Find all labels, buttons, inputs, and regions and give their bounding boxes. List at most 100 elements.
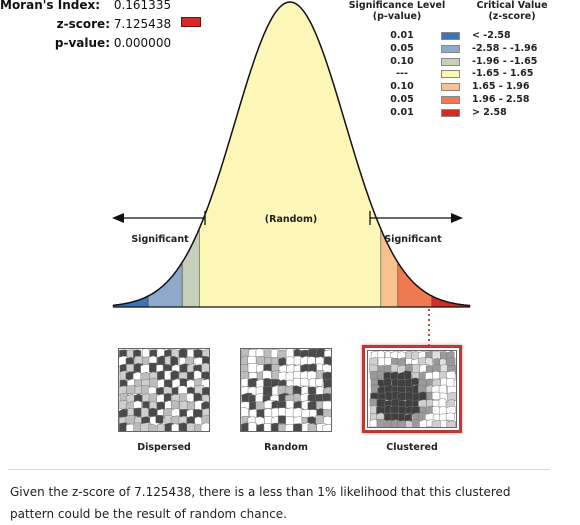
dispersed-pattern-map — [118, 348, 210, 432]
map-region — [405, 363, 413, 373]
legend-color-swatch — [441, 83, 460, 92]
legend-crit-header: Critical Value (z-score) — [472, 0, 552, 22]
legend-row: 0.05 1.96 - 2.58 — [332, 94, 572, 108]
normal-distribution-curve: (Random) Significant Significant — [112, 1, 471, 345]
map-region — [292, 407, 303, 419]
p-value-row: p-value: 0.000000 — [0, 36, 171, 50]
map-region — [201, 401, 209, 410]
map-region — [247, 377, 258, 388]
map-region — [149, 377, 159, 388]
legend-p-value: 0.05 — [390, 94, 414, 105]
legend-z-range: 1.65 - 1.96 — [472, 81, 530, 93]
map-region — [377, 357, 386, 367]
map-region — [307, 423, 317, 431]
legend-z-range: 1.96 - 2.58 — [472, 94, 530, 105]
legend-z-range: -2.58 - -1.96 — [472, 42, 538, 54]
right-significant-label: Significant — [384, 234, 442, 245]
legend-row: 0.05 -2.58 - -1.96 — [332, 43, 572, 57]
map-region — [125, 414, 136, 424]
legend-row: 0.01 < -2.58 — [332, 30, 572, 44]
map-region — [148, 423, 157, 431]
map-region — [119, 422, 128, 431]
map-region — [171, 423, 182, 431]
map-region — [133, 422, 143, 431]
left-arrow-icon — [112, 213, 124, 223]
map-region — [201, 362, 209, 373]
legend-z-range: -1.65 - 1.65 — [472, 68, 534, 80]
z-score-label: z-score: — [56, 17, 110, 31]
legend-color-swatch — [441, 44, 460, 53]
legend-sig-header-line2: (p-value) — [372, 11, 422, 22]
map-region — [170, 400, 180, 410]
legend-p-value: 0.10 — [390, 81, 414, 93]
legend-color-swatch — [441, 32, 460, 40]
map-region — [186, 379, 196, 389]
z-score-color-swatch — [180, 17, 201, 27]
map-region — [322, 400, 331, 411]
map-region — [141, 349, 151, 359]
legend-p-value: --- — [396, 68, 408, 80]
legend-row: --- -1.65 - 1.65 — [332, 68, 572, 82]
clustered-selected-frame — [362, 345, 462, 433]
map-region — [322, 423, 331, 431]
map-region — [446, 420, 456, 427]
morans-index-row: Moran's Index: 0.161335 — [0, 0, 171, 12]
legend-color-swatch — [441, 96, 460, 104]
map-region — [419, 419, 429, 427]
map-region — [405, 420, 414, 427]
map-region — [445, 412, 455, 421]
legend-p-value: 0.01 — [390, 30, 414, 41]
map-region — [300, 377, 310, 387]
map-region — [438, 398, 447, 408]
map-region — [384, 391, 394, 401]
legend-row: 0.01 > 2.58 — [332, 107, 572, 121]
map-region — [431, 419, 441, 427]
map-region — [119, 400, 128, 410]
legend-p-value: 0.05 — [390, 42, 414, 54]
map-region — [293, 423, 304, 431]
p-value-value: 0.000000 — [113, 36, 172, 50]
clustered-label: Clustered — [386, 442, 438, 453]
legend-sig-header: Significance Level (p-value) — [342, 0, 452, 22]
map-region — [248, 422, 257, 431]
map-region — [418, 399, 427, 408]
random-label: (Random) — [265, 214, 317, 225]
p-value-label: p-value: — [54, 36, 110, 50]
legend-z-range: < -2.58 — [472, 30, 511, 41]
legend-color-swatch — [441, 57, 460, 66]
curve-band — [199, 1, 382, 308]
morans-index-label: Moran's Index: — [0, 0, 101, 12]
map-region — [155, 414, 164, 424]
morans-index-value: 0.161335 — [113, 0, 172, 12]
map-region — [412, 419, 421, 427]
map-region — [284, 423, 294, 431]
z-score-row: z-score: 7.125438 — [0, 17, 201, 31]
map-region — [126, 385, 136, 395]
map-region — [140, 422, 151, 431]
z-score-value: 7.125438 — [113, 17, 172, 31]
curve-outline — [112, 1, 471, 307]
map-region — [157, 423, 166, 431]
left-significant-label: Significant — [131, 234, 189, 245]
legend-z-range: > 2.58 — [472, 106, 507, 118]
map-region — [412, 363, 421, 374]
map-region — [133, 400, 142, 409]
legend-color-swatch — [441, 70, 460, 79]
map-region — [200, 422, 209, 431]
map-region — [390, 351, 399, 359]
clustered-pattern-map — [367, 350, 457, 428]
map-region — [315, 378, 324, 387]
legend-color-swatch — [441, 108, 460, 117]
separator — [8, 469, 550, 470]
random-pattern-map — [240, 348, 332, 432]
map-region — [446, 405, 456, 415]
conclusion-text: Given the z-score of 7.125438, there is … — [10, 485, 511, 521]
legend-crit-header-line2: (z-score) — [488, 11, 536, 22]
map-region — [125, 423, 136, 431]
map-region — [397, 420, 408, 427]
legend-crit-header-line1: Critical Value — [476, 0, 548, 11]
dispersed-label: Dispersed — [137, 442, 191, 453]
legend-z-range: -1.96 - -1.65 — [472, 55, 538, 67]
map-region — [270, 422, 279, 431]
map-region — [432, 370, 441, 380]
